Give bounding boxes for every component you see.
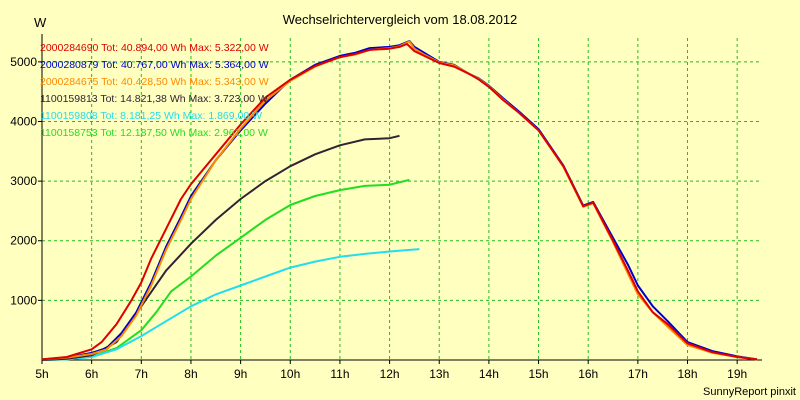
plot-frame (41, 34, 762, 361)
x-axis-ticks: 5h 6h 7h 8h 9h 10h 11h 12h 13h 14h 15h 16h 17h 18h 19h (35, 360, 747, 381)
y-tick-label: 5000 (10, 55, 37, 69)
chart-title: Wechselrichtervergleich vom 18.08.2012 (283, 12, 518, 27)
legend-entry-1100159808: 1100159808 Tot: 8.181,25 Wh Max: 1.869,0… (40, 110, 262, 122)
legend-entry-1100158753: 1100158753 Tot: 12.187,50 Wh Max: 2.961,… (40, 127, 268, 139)
x-tick-label: 6h (85, 367, 98, 381)
series-line-2000280879 (41, 40, 758, 361)
series-line-2000284690 (41, 43, 758, 361)
x-tick-label: 12h (380, 367, 400, 381)
x-tick-label: 13h (429, 367, 449, 381)
y-tick-label: 1000 (10, 293, 37, 307)
y-axis-unit-label: W (34, 15, 47, 30)
legend-entry-2000284675: 2000284675 Tot: 40.428,50 Wh Max: 5.343,… (40, 76, 269, 88)
legend-entry-2000284690: 2000284690 Tot: 40.894,00 Wh Max: 5.322,… (40, 42, 269, 54)
x-tick-label: 15h (529, 367, 549, 381)
y-tick-label: 3000 (10, 174, 37, 188)
y-tick-label: 4000 (10, 114, 37, 128)
x-tick-label: 10h (280, 367, 300, 381)
x-tick-label: 17h (628, 367, 648, 381)
footer-credit: SunnyReport pinxit (703, 386, 796, 398)
x-tick-label: 7h (135, 367, 148, 381)
series-line-2000284675 (41, 40, 758, 361)
legend-entry-1100159813: 1100159813 Tot: 14.821,38 Wh Max: 3.723,… (40, 93, 268, 105)
legend-entry-2000280879: 2000280879 Tot: 40.767,00 Wh Max: 5.364,… (40, 59, 269, 71)
x-tick-label: 11h (330, 367, 349, 381)
series-line-1100159808 (41, 248, 420, 361)
y-axis-ticks: 1000 2000 3000 4000 5000 (10, 55, 42, 307)
y-tick-label: 2000 (10, 234, 37, 248)
x-tick-label: 5h (35, 367, 48, 381)
x-tick-label: 19h (727, 367, 747, 381)
x-tick-label: 16h (578, 367, 598, 381)
x-tick-label: 8h (184, 367, 197, 381)
legend: 2000284690 Tot: 40.894,00 Wh Max: 5.322,… (40, 42, 269, 139)
x-tick-label: 9h (234, 367, 247, 381)
x-tick-label: 14h (479, 367, 499, 381)
series-layer (41, 40, 758, 361)
x-tick-label: 18h (678, 367, 698, 381)
